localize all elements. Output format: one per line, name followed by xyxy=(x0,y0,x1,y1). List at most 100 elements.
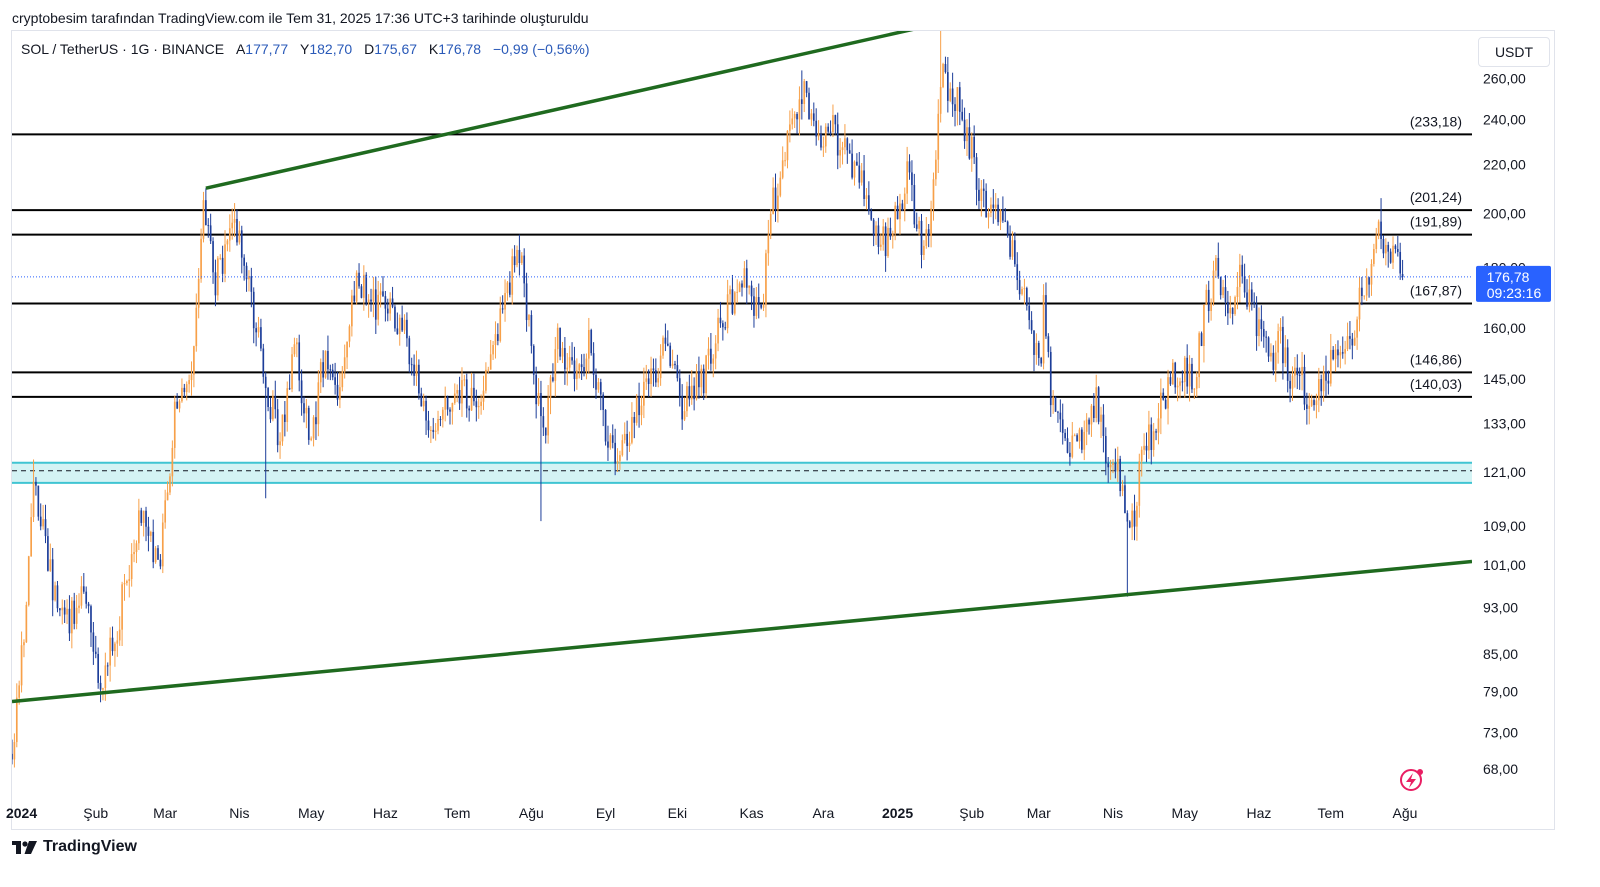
currency-button[interactable]: USDT xyxy=(1478,37,1550,67)
candle-body xyxy=(1181,381,1184,383)
candle-body xyxy=(1243,276,1246,293)
y-axis-tick-label: 93,00 xyxy=(1483,600,1518,616)
candle-body xyxy=(836,124,839,156)
candle-body xyxy=(173,401,176,448)
x-axis-tick-label: 2024 xyxy=(6,805,37,821)
x-axis-tick-label: Şub xyxy=(959,805,984,821)
candle-body xyxy=(915,224,918,229)
candle-body xyxy=(193,346,195,375)
candle-body xyxy=(796,113,798,120)
candle-body xyxy=(1035,342,1038,355)
candle-body xyxy=(480,401,482,406)
candle-body xyxy=(932,179,935,209)
candle-body xyxy=(394,306,396,329)
candle-body xyxy=(327,350,329,370)
candle-body xyxy=(930,208,932,236)
candle-body xyxy=(824,126,827,147)
lightning-alert-icon[interactable] xyxy=(1400,769,1423,791)
candle-body xyxy=(94,651,97,654)
candle-body xyxy=(561,348,564,357)
candle-body xyxy=(638,396,640,416)
candle-body xyxy=(652,368,655,371)
candle-body xyxy=(293,344,296,355)
candle-body xyxy=(566,367,569,370)
candle-body xyxy=(733,292,736,314)
candle-body xyxy=(513,256,516,266)
candle-body xyxy=(1004,220,1007,222)
candle-body xyxy=(437,418,439,431)
candle-body xyxy=(63,607,66,615)
candle-body xyxy=(492,345,494,355)
candle-body xyxy=(508,282,511,295)
candle-body xyxy=(1047,336,1050,352)
candle-body xyxy=(1344,348,1346,354)
candle-body xyxy=(1377,221,1380,237)
candle-body xyxy=(1021,289,1023,295)
horizontal-level-label: (167,87) xyxy=(1410,283,1462,299)
candle-body xyxy=(331,369,334,378)
candle-body xyxy=(1052,397,1054,406)
candle-body xyxy=(1033,330,1035,355)
symbol-legend[interactable]: SOL / TetherUS · 1G · BINANCE A177,77 Y1… xyxy=(21,41,590,57)
candle-body xyxy=(262,348,265,377)
candle-body xyxy=(1212,270,1215,303)
y-axis-tick-label: 79,00 xyxy=(1483,684,1518,700)
candle-body xyxy=(1210,302,1212,312)
candle-body xyxy=(116,640,119,644)
candle-body xyxy=(975,157,978,190)
candle-body xyxy=(973,136,976,158)
candle-body xyxy=(154,548,157,563)
candle-body xyxy=(307,407,310,440)
symbol-name[interactable]: SOL / TetherUS · 1G · BINANCE xyxy=(21,41,225,57)
candle-body xyxy=(1370,263,1373,285)
candle-body xyxy=(1157,418,1160,433)
candle-body xyxy=(576,370,578,380)
y-axis-tick-label: 220,00 xyxy=(1483,156,1526,172)
candle-body xyxy=(1255,304,1258,337)
candle-body xyxy=(664,337,667,344)
candle-body xyxy=(714,343,717,359)
candle-body xyxy=(815,120,818,137)
candle-body xyxy=(1131,510,1133,528)
candle-body xyxy=(1025,288,1028,306)
candle-body xyxy=(73,600,76,624)
candle-body xyxy=(523,255,526,284)
candle-body xyxy=(705,355,707,394)
candle-body xyxy=(181,387,183,402)
candle-body xyxy=(12,753,13,760)
candle-body xyxy=(185,384,188,393)
candle-body xyxy=(961,111,964,120)
candle-body xyxy=(875,225,877,236)
candle-body xyxy=(75,607,78,624)
candle-body xyxy=(408,338,411,365)
candle-body xyxy=(205,200,207,226)
candle-body xyxy=(274,396,277,410)
candle-body xyxy=(329,369,332,371)
candle-body xyxy=(564,348,566,370)
candle-body xyxy=(456,389,459,394)
candle-body xyxy=(1171,362,1174,385)
candle-body xyxy=(324,350,327,378)
candle-body xyxy=(731,289,734,314)
candle-body xyxy=(20,645,23,686)
candle-body xyxy=(1313,400,1315,406)
candle-body xyxy=(1365,277,1368,296)
candle-body xyxy=(161,522,164,567)
candle-body xyxy=(1349,336,1351,339)
candle-body xyxy=(772,187,774,214)
candle-body xyxy=(556,327,559,350)
candle-body xyxy=(389,298,392,314)
candle-body xyxy=(382,291,384,297)
candle-body xyxy=(66,608,68,615)
tradingview-brand[interactable]: TradingView xyxy=(12,838,137,856)
candle-body xyxy=(284,414,286,422)
chart-caption: cryptobesim tarafından TradingView.com i… xyxy=(12,10,589,26)
candle-body xyxy=(1265,336,1268,338)
candle-body xyxy=(138,510,140,544)
candle-body xyxy=(477,405,480,408)
candle-body xyxy=(789,124,791,131)
candle-body xyxy=(532,345,535,375)
candle-body xyxy=(286,388,289,422)
candle-body xyxy=(159,559,162,567)
